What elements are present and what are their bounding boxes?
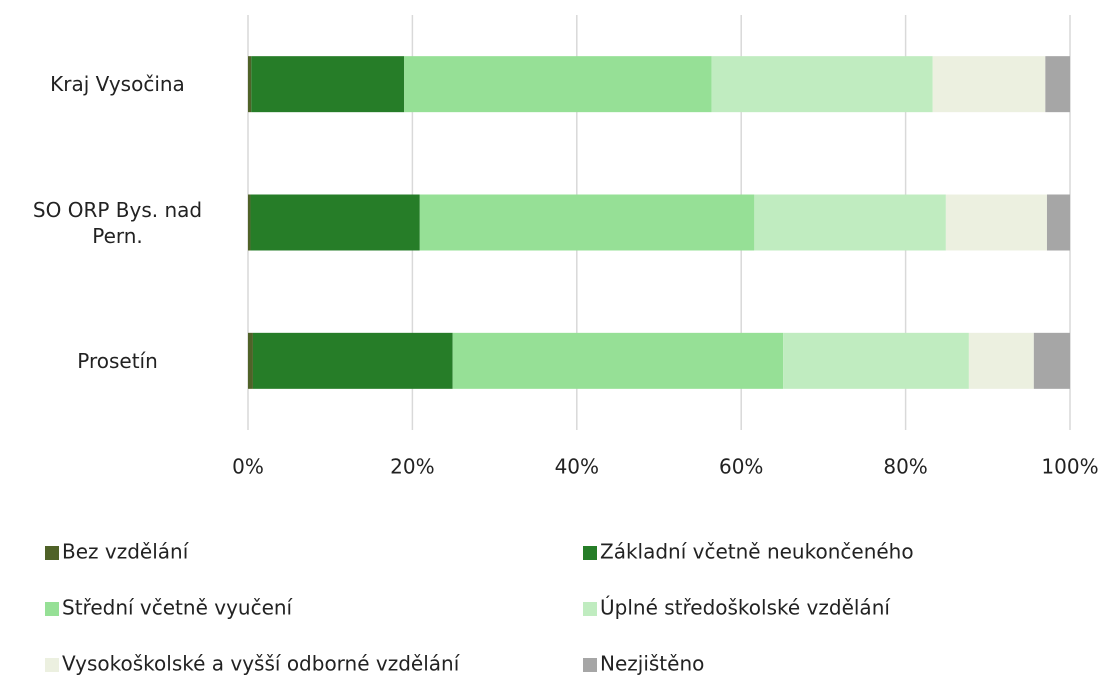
- bar-segment: [932, 56, 1046, 113]
- bar-segment: [968, 332, 1034, 389]
- bar-segment: [711, 56, 933, 113]
- legend-swatch: [583, 602, 597, 616]
- bar-segment: [248, 56, 252, 113]
- legend-swatch: [45, 602, 59, 616]
- bar-segment: [404, 56, 712, 113]
- y-tick-label: SO ORP Bys. nad Pern.: [32, 197, 203, 248]
- legend-swatch: [583, 546, 597, 560]
- bar-segment: [419, 194, 755, 251]
- y-tick-label: Prosetín: [77, 348, 158, 373]
- y-tick-label: Kraj Vysočina: [50, 72, 185, 97]
- x-tick-label: 80%: [883, 455, 927, 479]
- bar-segment: [1046, 194, 1070, 251]
- legend-label: Bez vzdělání: [62, 540, 190, 564]
- legend-label: Nezjištěno: [600, 652, 704, 676]
- bar-segment: [248, 332, 253, 389]
- bar-segment: [945, 194, 1047, 251]
- legend-label: Úplné středoškolské vzdělání: [600, 596, 891, 620]
- bar-segment: [1033, 332, 1070, 389]
- bar-segment: [754, 194, 946, 251]
- bar-segment: [252, 332, 453, 389]
- legend-swatch: [45, 546, 59, 560]
- bar-segment: [251, 56, 405, 113]
- legend-label: Vysokoškolské a vyšší odborné vzdělání: [62, 652, 461, 676]
- bar-segment: [248, 194, 251, 251]
- x-tick-label: 0%: [232, 455, 264, 479]
- x-tick-label: 20%: [390, 455, 434, 479]
- legend-label: Základní včetně neukončeného: [600, 540, 914, 564]
- x-tick-label: 40%: [555, 455, 599, 479]
- bar-segment: [1045, 56, 1070, 113]
- legend-label: Střední včetně vyučení: [62, 596, 294, 620]
- x-tick-label: 60%: [719, 455, 763, 479]
- legend-swatch: [45, 658, 59, 672]
- bar-segment: [783, 332, 969, 389]
- bar-segment: [250, 194, 420, 251]
- x-tick-label: 100%: [1041, 455, 1098, 479]
- legend-swatch: [583, 658, 597, 672]
- bar-segment: [452, 332, 784, 389]
